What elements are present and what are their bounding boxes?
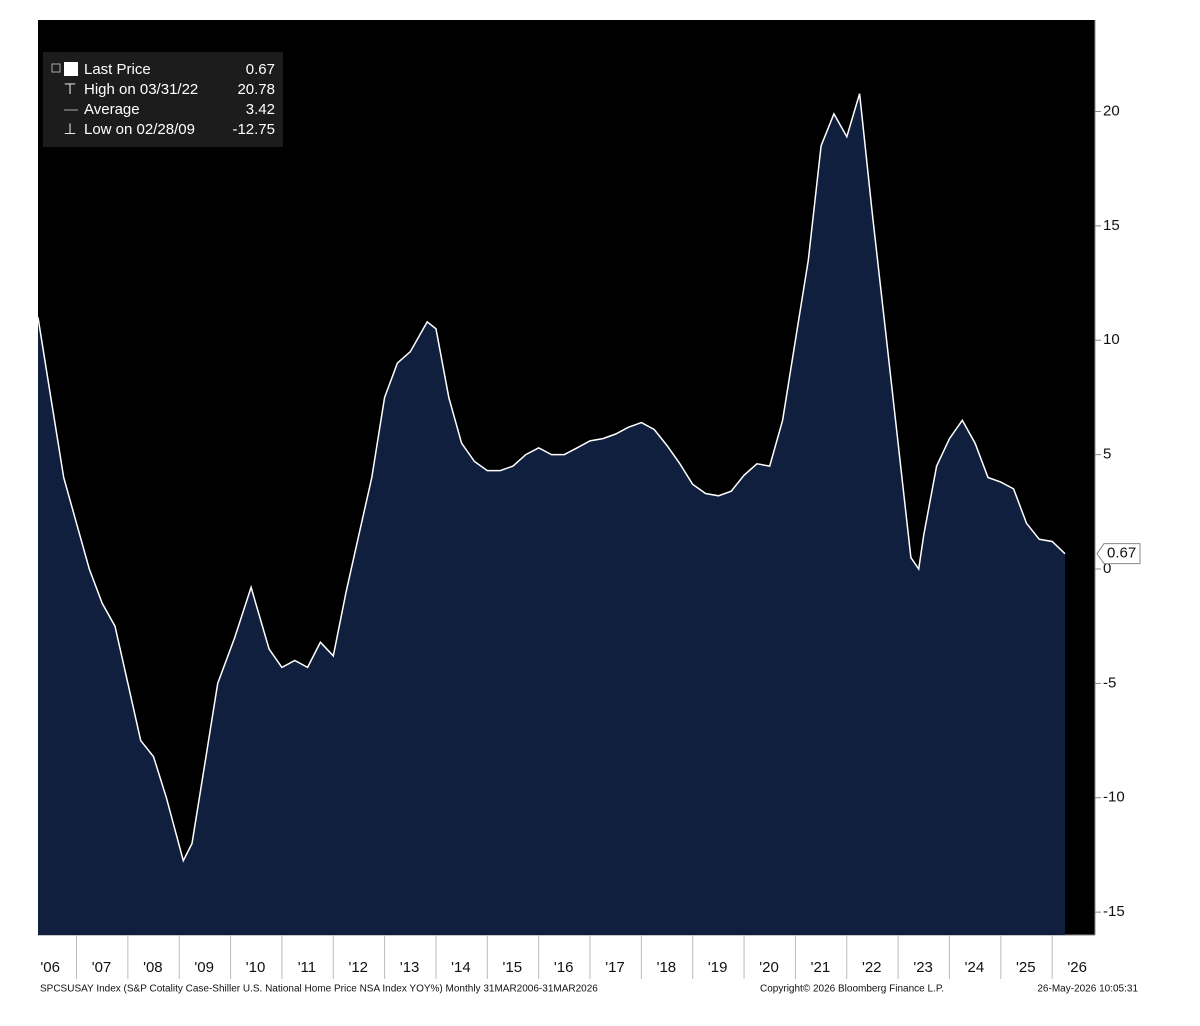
x-tick-label: '21 [811, 959, 831, 976]
x-tick-label: '08 [143, 959, 163, 976]
last-value-tag [1096, 543, 1141, 565]
x-tick-label: '24 [965, 959, 985, 976]
x-tick-label: '23 [913, 959, 933, 976]
x-tick-label: '10 [246, 959, 266, 976]
y-tick-label: 20 [1103, 102, 1120, 119]
legend-label: High on 03/31/22 [84, 81, 198, 98]
legend-value: 3.42 [246, 101, 275, 118]
y-tick-label: -5 [1103, 674, 1116, 691]
y-tick-label: 0 [1103, 560, 1111, 577]
x-tick-label: '20 [759, 959, 779, 976]
x-tick-label: '15 [503, 959, 523, 976]
x-tick-label: '16 [554, 959, 574, 976]
y-tick-label: -10 [1103, 789, 1125, 806]
legend-value: 20.78 [237, 81, 275, 98]
x-tick-label: '19 [708, 959, 728, 976]
legend-icon: ⊥ [63, 121, 76, 138]
y-tick-label: 5 [1103, 446, 1111, 463]
x-tick-label: '14 [451, 959, 471, 976]
x-tick-label: '25 [1016, 959, 1036, 976]
legend-box [43, 52, 283, 147]
footer-source: SPCSUSAY Index (S&P Cotality Case-Shille… [40, 984, 598, 995]
area [38, 93, 1065, 935]
footer-timestamp: 26-May-2026 10:05:31 [1037, 984, 1138, 995]
legend-label: Low on 02/28/09 [84, 121, 195, 138]
y-tick-label: -15 [1103, 903, 1125, 920]
x-tick-label: '07 [92, 959, 112, 976]
x-tick-label: '17 [605, 959, 625, 976]
last-value-label: 0.67 [1107, 545, 1136, 562]
legend-label: Last Price [84, 61, 151, 78]
x-tick-label: '11 [298, 959, 316, 976]
x-tick-label: '26 [1067, 959, 1087, 976]
legend-value: -12.75 [232, 121, 275, 138]
legend-collapse-icon [51, 63, 61, 73]
line [37, 93, 1066, 863]
legend-value: 0.67 [246, 61, 275, 78]
y-tick-label: 15 [1103, 217, 1120, 234]
x-tick-label: '13 [400, 959, 420, 976]
x-tick-label: '22 [862, 959, 882, 976]
legend-swatch [64, 62, 78, 76]
legend-icon: ⊤ [63, 81, 76, 98]
footer-copyright: Copyright© 2026 Bloomberg Finance L.P. [760, 984, 944, 995]
x-tick-label: '18 [657, 959, 677, 976]
x-tick-label: '06 [40, 959, 60, 976]
x-tick-label: '09 [194, 959, 214, 976]
y-tick-label: 10 [1103, 331, 1120, 348]
legend-label: Average [84, 101, 140, 118]
x-tick-label: '12 [348, 959, 368, 976]
